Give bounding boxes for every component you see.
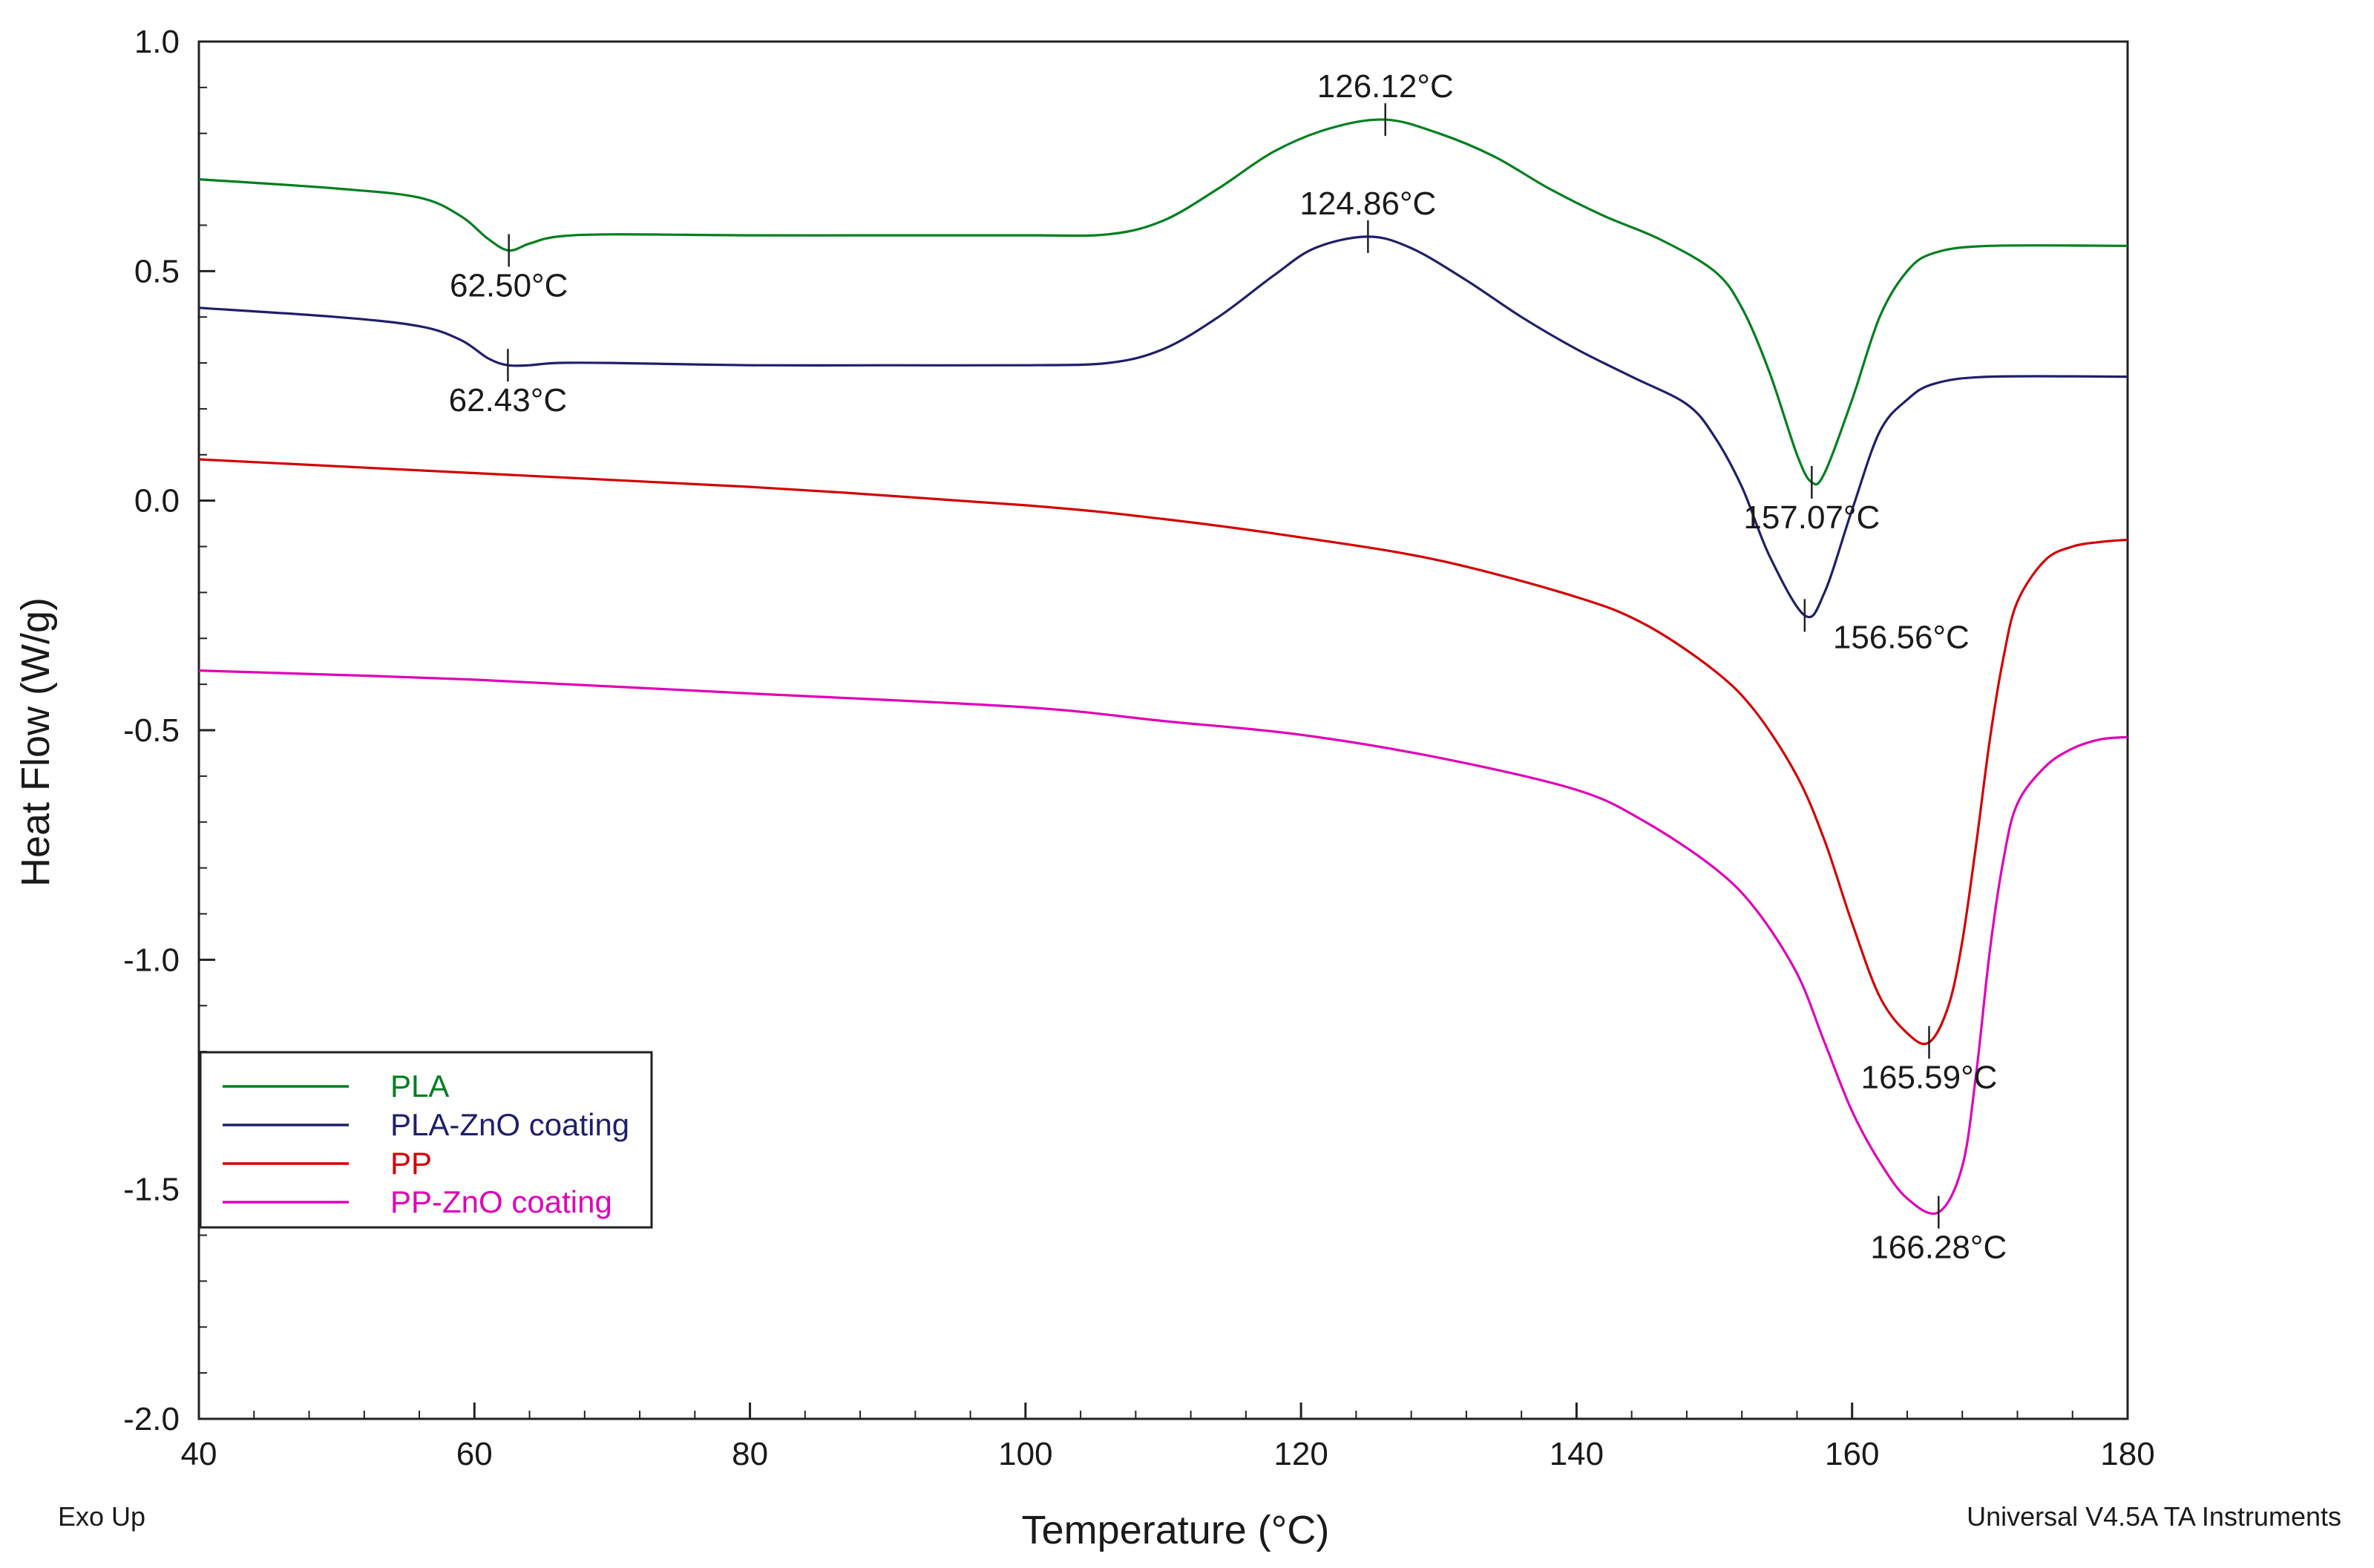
legend-label: PP (390, 1146, 432, 1181)
series-line-pp (198, 458, 2128, 1046)
y-tick-label: 0.0 (134, 483, 180, 519)
series-line-pp-zno-coating (198, 669, 2128, 1215)
x-tick-label: 160 (1825, 1436, 1879, 1472)
y-tick-label: 0.5 (134, 253, 180, 289)
peak-label: 62.50°C (450, 267, 568, 304)
y-tick-label: -0.5 (123, 712, 180, 749)
y-tick-label: -1.5 (123, 1172, 180, 1208)
peak-label: 124.86°C (1299, 186, 1436, 222)
peak-label: 157.07°C (1743, 499, 1880, 536)
x-tick-label: 140 (1550, 1436, 1604, 1472)
peak-label: 126.12°C (1317, 68, 1454, 105)
peak-label: 165.59°C (1861, 1060, 1998, 1096)
x-axis-title: Temperature (°C) (1022, 1508, 1330, 1552)
peak-label: 156.56°C (1833, 619, 1970, 655)
x-tick-label: 100 (998, 1436, 1052, 1472)
peak-label: 166.28°C (1870, 1230, 2007, 1266)
exo-up-label: Exo Up (58, 1501, 145, 1532)
y-axis-title: Heat Flow (W/g) (13, 597, 58, 887)
legend-box (199, 1051, 653, 1229)
y-tick-label: -2.0 (123, 1401, 180, 1437)
legend-label: PP-ZnO coating (390, 1184, 612, 1219)
instrument-label: Universal V4.5A TA Instruments (1967, 1501, 2341, 1532)
x-tick-label: 80 (732, 1436, 768, 1472)
series-line-pla (198, 118, 2128, 486)
series-line-pla-zno-coating (198, 235, 2128, 618)
y-tick-label: 1.0 (134, 24, 180, 60)
x-tick-label: 180 (2100, 1436, 2154, 1472)
x-tick-label: 40 (181, 1436, 217, 1472)
x-tick-label: 120 (1273, 1436, 1328, 1472)
y-tick-label: -1.0 (123, 942, 180, 978)
legend-label: PLA (390, 1069, 449, 1103)
legend-label: PLA-ZnO coating (390, 1107, 629, 1142)
peak-label: 62.43°C (449, 382, 567, 419)
x-tick-label: 60 (456, 1436, 493, 1472)
